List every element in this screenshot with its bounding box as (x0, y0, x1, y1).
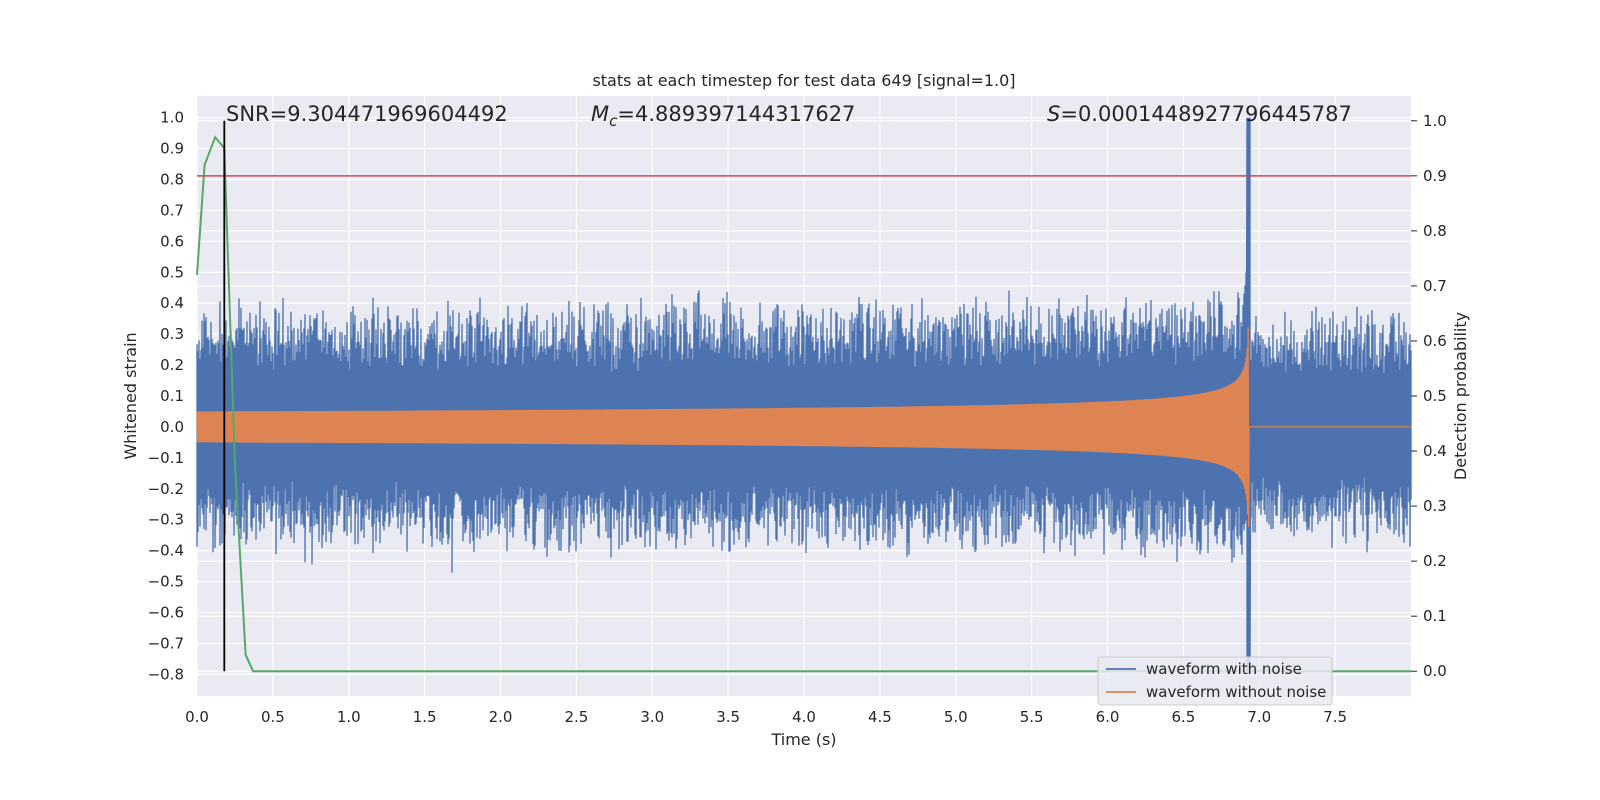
x-tick-label: 1.0 (337, 708, 361, 726)
chirp-mass-value: =4.889397144317627 (617, 102, 855, 126)
x-axis-label: Time (s) (770, 730, 836, 749)
y-right-tick-label: 0.4 (1423, 442, 1447, 460)
y-left-tick-label: 0.7 (160, 201, 184, 219)
y-left-tick-label: 0.9 (160, 140, 184, 158)
x-tick-label: 5.0 (944, 708, 968, 726)
y-left-tick-label: −0.6 (148, 603, 184, 621)
x-tick-label: 1.5 (413, 708, 437, 726)
y-left-tick-label: 0.3 (160, 325, 184, 343)
y-right-tick-label: 0.8 (1423, 222, 1447, 240)
y-right-tick-label: 0.9 (1423, 167, 1447, 185)
y-left-tick-label: −0.7 (148, 634, 184, 652)
x-tick-label: 3.0 (640, 708, 664, 726)
y-left-tick-label: −0.5 (148, 573, 184, 591)
y-left-tick-label: −0.1 (148, 449, 184, 467)
series-layer (196, 117, 1412, 675)
s-value: =0.0001448927796445787 (1060, 102, 1352, 126)
y-left-tick-label: −0.8 (148, 665, 184, 683)
s-symbol: S (1047, 102, 1060, 126)
legend-label-clean: waveform without noise (1146, 683, 1326, 701)
s-annotation: S=0.0001448927796445787 (1047, 102, 1352, 126)
x-tick-label: 6.0 (1096, 708, 1120, 726)
x-tick-label: 5.5 (1020, 708, 1044, 726)
y-right-tick-label: 0.0 (1423, 662, 1447, 680)
y-axis-left: −0.8 −0.7 −0.6 −0.5 −0.4 −0.3 −0.2 −0.1 0.0 0.1 0.… (148, 109, 184, 684)
x-tick-label: 2.0 (489, 708, 513, 726)
chirp-mass-subscript: c (609, 112, 618, 130)
y-left-tick-label: −0.3 (148, 511, 184, 529)
y-left-tick-label: 0.6 (160, 232, 184, 250)
y-axis-right-label: Detection probability (1451, 312, 1470, 480)
y-right-tick-label: 0.7 (1423, 277, 1447, 295)
reference-lines (197, 120, 1411, 672)
y-left-tick-label: 0.0 (160, 418, 184, 436)
x-tick-label: 7.5 (1323, 708, 1347, 726)
x-axis: 0.0 0.5 1.0 1.5 2.0 2.5 3.0 3.5 4.0 4.5 5.0 5.5 6.0 6… (185, 708, 1347, 726)
y-right-tick-label: 0.5 (1423, 387, 1447, 405)
chirp-mass-annotation: Mc=4.889397144317627 (591, 102, 855, 130)
y-left-tick-label: 0.1 (160, 387, 184, 405)
y-left-tick-label: 1.0 (160, 109, 184, 127)
series-line-waveform-without-noise (196, 327, 1411, 527)
y-left-tick-label: 0.4 (160, 294, 184, 312)
y-left-tick-label: 0.8 (160, 171, 184, 189)
series-line-detection-probability (196, 135, 1411, 673)
y-left-tick-label: 0.2 (160, 356, 184, 374)
y-axis-right: 0.0 0.1 0.2 0.3 0.4 0.5 0.6 0.7 0.8 0.9 1.0 (1411, 112, 1447, 680)
y-right-tick-label: 0.6 (1423, 332, 1447, 350)
x-tick-label: 4.5 (868, 708, 892, 726)
snr-annotation: SNR=9.304471969604492 (226, 102, 508, 126)
y-right-tick-label: 0.1 (1423, 607, 1447, 625)
legend-label-noise: waveform with noise (1146, 660, 1302, 678)
x-tick-label: 3.5 (716, 708, 740, 726)
x-tick-label: 6.5 (1171, 708, 1195, 726)
x-tick-label: 0.0 (185, 708, 209, 726)
x-tick-label: 4.0 (792, 708, 816, 726)
chirp-mass-symbol: M (591, 102, 609, 126)
legend: waveform with noise waveform without noi… (1097, 656, 1333, 706)
y-left-tick-label: 0.5 (160, 263, 184, 281)
y-left-tick-label: −0.4 (148, 542, 184, 560)
y-axis-left-label: Whitened strain (121, 332, 140, 459)
y-right-tick-label: 0.2 (1423, 552, 1447, 570)
y-left-tick-label: −0.2 (148, 480, 184, 498)
y-right-tick-label: 0.3 (1423, 497, 1447, 515)
chart-title: stats at each timestep for test data 649… (592, 71, 1015, 90)
x-tick-label: 7.0 (1247, 708, 1271, 726)
x-tick-label: 0.5 (261, 708, 285, 726)
y-right-tick-label: 1.0 (1423, 112, 1447, 130)
x-tick-label: 2.5 (564, 708, 588, 726)
legend-box (1097, 656, 1333, 706)
